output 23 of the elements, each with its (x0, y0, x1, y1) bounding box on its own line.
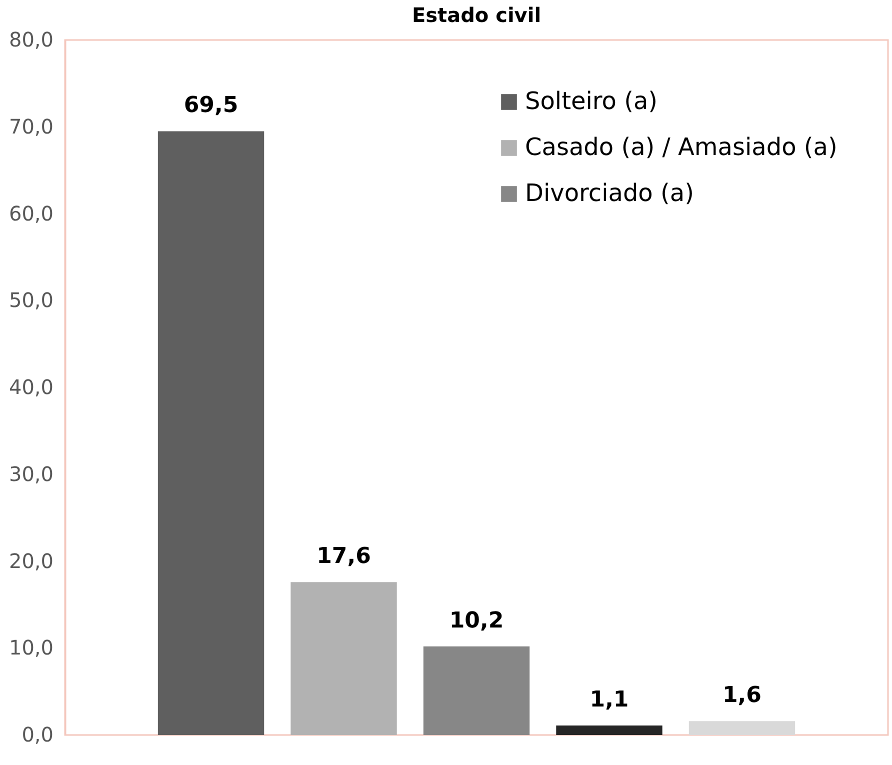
bar (688, 721, 796, 735)
bar (423, 646, 530, 735)
y-tick-label: 40,0 (8, 375, 54, 399)
data-label: 17,6 (316, 544, 371, 570)
legend-label: Casado (a) / Amasiado (a) (525, 133, 838, 161)
y-tick-label: 60,0 (8, 201, 54, 226)
y-tick-label: 50,0 (8, 288, 54, 312)
y-tick-label: 30,0 (8, 462, 54, 486)
legend-label: Solteiro (a) (525, 87, 658, 115)
data-label: 10,2 (449, 608, 504, 634)
bar (290, 582, 397, 735)
y-tick-label: 80,0 (8, 28, 54, 52)
data-label: 69,5 (184, 93, 238, 118)
bar (158, 131, 264, 735)
y-tick-label: 20,0 (8, 548, 54, 573)
y-tick-label: 70,0 (8, 114, 54, 138)
data-label: 1,1 (590, 687, 629, 712)
y-tick-label: 0,0 (22, 722, 54, 746)
data-label: 1,6 (722, 683, 762, 708)
y-tick-label: 10,0 (8, 636, 54, 660)
bar (556, 725, 662, 735)
legend-label: Divorciado (a) (525, 179, 694, 207)
chart-title: Estado civil (412, 3, 542, 27)
